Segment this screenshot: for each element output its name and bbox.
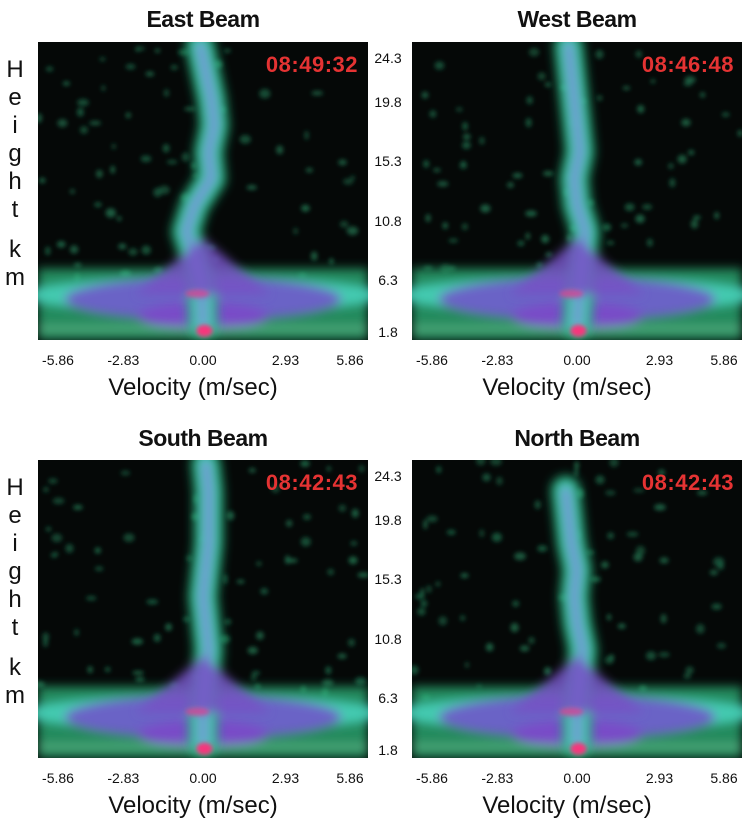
timestamp: 08:46:48 [641,52,734,77]
x-tick-label: -5.86 [416,770,448,786]
y-tick-label: 15.3 [374,571,402,588]
y-tick-label: 19.8 [374,93,402,110]
y-tick-label: 15.3 [374,153,402,170]
heatmap-svg [412,42,742,340]
y-axis-label-letter: t [11,196,19,223]
y-tick-label: 6.3 [378,690,398,707]
y-axis-label-letter: i [12,530,18,557]
x-axis-label: Velocity (m/sec) [482,374,652,401]
chart-title: East Beam [146,6,260,32]
chart-title: West Beam [517,6,637,32]
x-tick-label: 5.86 [336,770,364,786]
x-tick-label: 0.00 [563,352,591,368]
y-tick-label: 10.8 [374,630,402,647]
y-axis-label-letter: t [11,614,19,641]
timestamp: 08:42:43 [265,470,358,495]
y-axis-label-letter: i [12,112,18,139]
x-tick-label: 2.93 [271,770,300,786]
x-axis-label: Velocity (m/sec) [108,792,278,819]
hot-core [559,707,587,755]
x-tick-label: -5.86 [42,352,74,368]
x-tick-label: -2.83 [481,770,514,786]
heatmap-svg [38,42,368,340]
x-axis-label: Velocity (m/sec) [108,374,278,401]
x-tick-label: 0.00 [189,770,217,786]
y-axis-label-letter: g [8,558,22,585]
y-tick-label: 24.3 [374,468,402,484]
y-axis-label-letter: k [9,654,21,681]
plume [509,475,645,758]
y-axis-label-letter: H [6,474,24,501]
y-axis-label-letter: m [5,682,25,709]
plot-area: 08:42:43 [38,460,368,758]
x-tick-label: 5.86 [710,770,738,786]
y-axis-label-letter: h [8,168,22,195]
plume [135,460,271,758]
y-axis-label-letter: H [6,56,24,83]
heatmap-svg [412,460,742,758]
y-axis-label-letter: m [5,264,25,291]
noise-speckle [412,460,726,701]
hot-core [185,707,213,755]
y-axis-label-letter: h [8,586,22,613]
y-tick-label: 1.8 [378,742,398,758]
hot-core [559,289,587,337]
x-tick-label: -5.86 [416,352,448,368]
heatmap-svg [38,460,368,758]
x-tick-label: -2.83 [481,352,514,368]
y-axis-label-letter: k [9,236,21,263]
x-tick-label: -2.83 [107,352,140,368]
chart-title: South Beam [138,425,268,451]
x-tick-label: 5.86 [336,352,364,368]
y-tick-label: 24.3 [374,50,402,66]
x-tick-label: -2.83 [107,770,140,786]
x-tick-label: 5.86 [710,352,738,368]
timestamp: 08:42:43 [641,470,734,495]
y-tick-label: 10.8 [374,212,402,229]
x-tick-label: 2.93 [645,352,674,368]
x-tick-label: 2.93 [645,770,674,786]
x-tick-label: 0.00 [563,770,591,786]
plot-area: 08:46:48 [412,42,742,340]
y-tick-label: 1.8 [378,324,398,340]
x-tick-label: 2.93 [271,352,300,368]
plume [135,42,271,340]
x-tick-label: -5.86 [42,770,74,786]
y-tick-label: 19.8 [374,511,402,528]
chart-title: North Beam [514,425,640,451]
plot-area: 08:42:43 [412,460,742,758]
y-axis-label-letter: g [8,140,22,167]
plume [509,42,645,340]
noise-speckle [38,46,359,283]
y-axis-label-letter: e [8,502,22,529]
y-axis-label-letter: e [8,84,22,111]
x-tick-label: 0.00 [189,352,217,368]
y-tick-label: 6.3 [378,272,398,289]
timestamp: 08:49:32 [265,52,358,77]
x-axis-label: Velocity (m/sec) [482,792,652,819]
hot-core [185,289,213,337]
plot-area: 08:49:32 [38,42,368,340]
